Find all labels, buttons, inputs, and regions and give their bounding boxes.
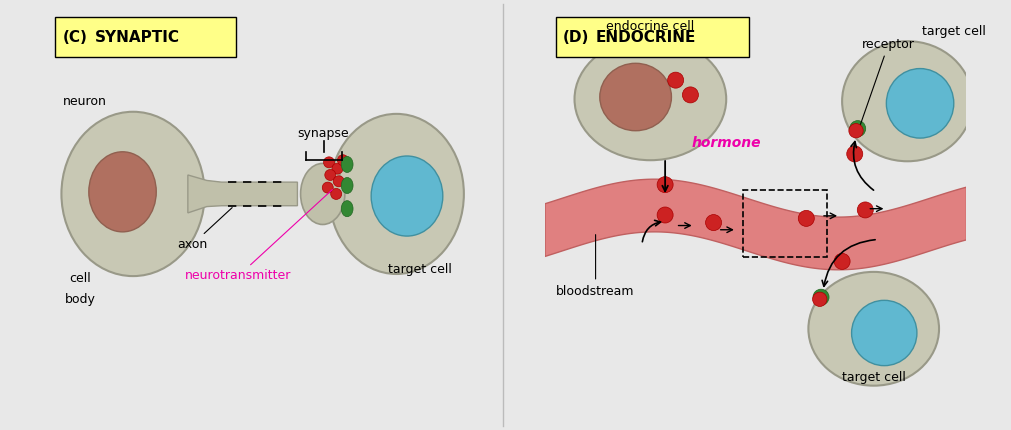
Circle shape	[338, 155, 349, 166]
Text: body: body	[65, 292, 96, 306]
Circle shape	[332, 163, 343, 174]
Ellipse shape	[851, 300, 917, 366]
Text: SYNAPTIC: SYNAPTIC	[95, 30, 180, 45]
Circle shape	[849, 123, 863, 138]
Circle shape	[847, 146, 862, 162]
Text: hormone: hormone	[692, 136, 761, 150]
Circle shape	[325, 169, 336, 181]
Ellipse shape	[849, 120, 865, 137]
Text: receptor: receptor	[860, 38, 915, 126]
Ellipse shape	[329, 114, 464, 274]
Circle shape	[331, 188, 342, 200]
Ellipse shape	[887, 68, 953, 138]
Ellipse shape	[809, 272, 939, 386]
Text: (D): (D)	[563, 30, 589, 45]
Text: neurotransmitter: neurotransmitter	[185, 190, 333, 283]
Text: ENDOCRINE: ENDOCRINE	[595, 30, 696, 45]
Ellipse shape	[600, 63, 671, 131]
Circle shape	[324, 157, 335, 168]
Polygon shape	[188, 175, 297, 213]
Ellipse shape	[342, 201, 353, 217]
Ellipse shape	[342, 157, 353, 172]
Text: target cell: target cell	[922, 25, 986, 38]
Text: endocrine cell: endocrine cell	[607, 20, 695, 33]
Circle shape	[834, 253, 850, 269]
Text: target cell: target cell	[387, 263, 452, 276]
Ellipse shape	[342, 178, 353, 194]
Text: neuron: neuron	[63, 95, 106, 108]
Circle shape	[323, 182, 334, 193]
Polygon shape	[545, 179, 967, 270]
Ellipse shape	[842, 41, 973, 161]
Circle shape	[857, 202, 874, 218]
Circle shape	[334, 176, 344, 187]
Text: (C): (C)	[63, 30, 87, 45]
Ellipse shape	[371, 156, 443, 236]
Circle shape	[657, 177, 673, 193]
Circle shape	[667, 72, 683, 88]
Text: synapse: synapse	[297, 127, 350, 140]
Text: axon: axon	[177, 208, 233, 251]
Ellipse shape	[300, 163, 345, 224]
Circle shape	[799, 210, 814, 226]
Circle shape	[813, 292, 827, 307]
Ellipse shape	[813, 289, 829, 305]
Circle shape	[657, 207, 673, 223]
Text: target cell: target cell	[842, 371, 906, 384]
Ellipse shape	[574, 38, 726, 160]
Bar	[556, 17, 749, 57]
Ellipse shape	[89, 152, 157, 232]
Bar	[56, 17, 237, 57]
Text: bloodstream: bloodstream	[556, 235, 635, 298]
Circle shape	[682, 87, 699, 103]
Circle shape	[706, 215, 722, 230]
Bar	[743, 190, 827, 257]
Text: cell: cell	[70, 271, 91, 285]
Ellipse shape	[62, 112, 204, 276]
